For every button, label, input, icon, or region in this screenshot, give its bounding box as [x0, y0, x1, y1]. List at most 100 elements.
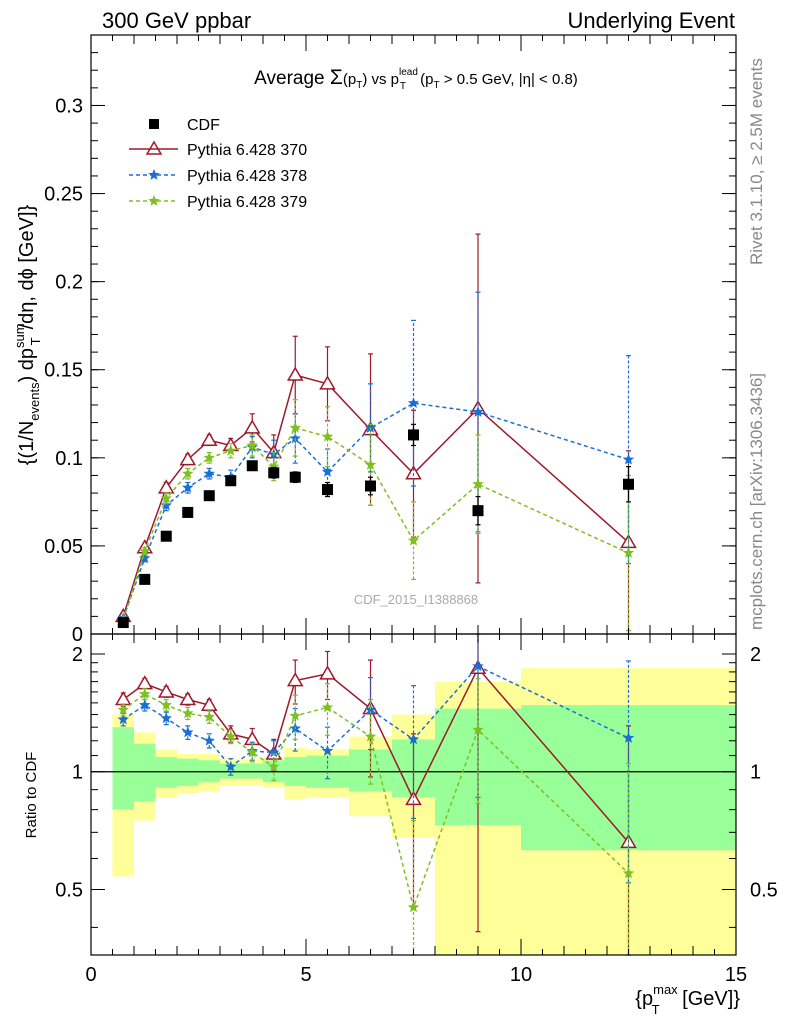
- main-marker-cdf: [246, 460, 258, 472]
- ratio-marker-pythia-6-428-378: [321, 744, 334, 756]
- main-axis-ticks: 0 0.05 0.1 0.15 0.2 0.25 0.3: [44, 34, 737, 646]
- ratio-marker-pythia-6-428-379: [622, 867, 635, 879]
- analysis-label: Underlying Event: [567, 8, 735, 33]
- ratio-marker-pythia-6-428-370: [405, 790, 422, 806]
- ratio-panel: 0.5 0.5 1 1 2 2 0 5 10 15 Ratio to CDF {pmax T [Ge…: [23, 633, 778, 1017]
- x-tick-label: 10: [510, 964, 532, 986]
- main-marker-pythia-6-428-379: [268, 460, 280, 472]
- main-y-axis-label: {(1/Nevents) dpsumT/dη, dϕ [GeV]}: [12, 204, 43, 465]
- main-marker-pythia-6-428-370: [286, 366, 304, 381]
- main-marker-pythia-6-428-379: [203, 451, 215, 463]
- main-line-pythia-6-428-370: [122, 374, 629, 617]
- main-marker-cdf: [623, 478, 634, 490]
- legend-label-pythia-379: Pythia 6.428 379: [187, 194, 307, 211]
- main-y-tick-label: 0.05: [44, 536, 83, 558]
- ratio-axis-ticks: 0.5 0.5 1 1 2 2 0 5 10 15: [55, 634, 778, 986]
- legend-label-cdf: CDF: [187, 117, 220, 134]
- ratio-marker-pythia-6-428-378: [472, 660, 484, 672]
- main-marker-pythia-6-428-379: [246, 439, 258, 451]
- x-axis-label: {pmax T [GeV]}: [635, 982, 740, 1017]
- ratio-marker-pythia-6-428-379: [160, 699, 172, 711]
- main-y-tick-label: 0.3: [55, 95, 83, 117]
- ratio-band-inner: [220, 763, 242, 779]
- main-series-cdf: [117, 423, 634, 629]
- main-y-tick-label: 0.2: [55, 272, 83, 294]
- legend-item-pythia-370: Pythia 6.428 370: [129, 140, 307, 159]
- ratio-marker-pythia-6-428-370: [157, 683, 175, 698]
- main-marker-pythia-6-428-379: [139, 545, 151, 557]
- main-marker-pythia-6-428-379: [289, 421, 301, 433]
- ratio-y-tick-label: 0.5: [55, 879, 83, 901]
- main-marker-pythia-6-428-379: [364, 458, 377, 470]
- legend: CDF Pythia 6.428 370 Pythia 6.428 378 Py…: [129, 117, 307, 211]
- ratio-line-pythia-6-428-379: [122, 693, 630, 910]
- main-marker-pythia-6-428-379: [160, 492, 172, 504]
- legend-marker-pythia-378: [148, 169, 160, 180]
- main-marker-cdf: [225, 475, 237, 487]
- ratio-band-inner: [112, 727, 134, 810]
- ratio-frame: [90, 633, 737, 956]
- main-y-tick-label: 0.25: [44, 184, 83, 206]
- ratio-marker-pythia-6-428-379: [203, 711, 215, 722]
- ratio-marker-pythia-6-428-379: [407, 901, 420, 913]
- main-marker-cdf: [160, 530, 172, 542]
- ratio-marker-pythia-6-428-379: [246, 746, 258, 758]
- process-label: 300 GeV ppbar: [102, 8, 251, 33]
- ratio-marker-pythia-6-428-378: [364, 703, 377, 715]
- ratio-y-tick-label-right: 1: [750, 762, 761, 784]
- main-marker-pythia-6-428-378: [321, 465, 334, 477]
- ratio-marker-pythia-6-428-370: [200, 696, 218, 711]
- ratio-marker-pythia-6-428-379: [472, 723, 484, 735]
- plot-title: Average Σ(pT) vs plead T (pT > 0.5 GeV, |…: [254, 66, 578, 92]
- legend-item-cdf: CDF: [149, 117, 220, 134]
- ratio-marker-pythia-6-428-379: [268, 760, 280, 772]
- ratio-marker-pythia-6-428-379: [225, 730, 237, 742]
- ratio-marker-pythia-6-428-379: [139, 688, 151, 699]
- legend-marker-pythia-379: [148, 195, 160, 206]
- ratio-marker-pythia-6-428-379: [321, 701, 334, 713]
- ratio-y-tick-label-right: 0.5: [750, 879, 778, 901]
- main-marker-pythia-6-428-378: [289, 432, 301, 444]
- main-marker-cdf: [365, 480, 376, 492]
- ratio-marker-pythia-6-428-378: [225, 760, 237, 772]
- ratio-marker-pythia-6-428-379: [182, 707, 194, 719]
- ratio-data-layer: [91, 633, 736, 956]
- ratio-marker-pythia-6-428-379: [289, 709, 301, 721]
- main-marker-cdf: [322, 484, 333, 496]
- main-y-tick-label: 0.1: [55, 448, 83, 470]
- main-marker-pythia-6-428-378: [203, 467, 215, 479]
- ratio-marker-pythia-6-428-378: [117, 713, 129, 725]
- main-marker-cdf: [408, 429, 419, 441]
- ratio-line-pythia-6-428-378: [122, 665, 629, 768]
- main-marker-pythia-6-428-379: [407, 534, 420, 546]
- main-y-tick-label: 0: [72, 624, 83, 646]
- main-marker-pythia-6-428-378: [472, 406, 484, 417]
- legend-item-pythia-378: Pythia 6.428 378: [129, 168, 307, 185]
- ratio-marker-pythia-6-428-370: [114, 691, 132, 706]
- main-marker-cdf: [268, 467, 280, 479]
- ratio-uncertainty-bands: [112, 668, 736, 955]
- main-series-pythia-6-428-379: [117, 399, 635, 632]
- main-y-tick-label: 0.15: [44, 360, 83, 382]
- main-marker-pythia-6-428-379: [182, 467, 194, 479]
- ratio-y-tick-label: 1: [72, 762, 83, 784]
- ratio-marker-pythia-6-428-378: [268, 746, 280, 758]
- rivet-version-label: Rivet 3.1.10, ≥ 2.5M events: [747, 58, 766, 265]
- analysis-watermark: CDF_2015_I1388868: [354, 592, 478, 607]
- source-label: mcplots.cern.ch [arXiv:1306.3436]: [747, 373, 766, 630]
- legend-label-pythia-378: Pythia 6.428 378: [187, 168, 307, 185]
- ratio-y-tick-label-right: 2: [750, 644, 761, 666]
- main-marker-pythia-6-428-378: [364, 421, 377, 433]
- ratio-marker-pythia-6-428-379: [117, 703, 129, 715]
- main-marker-pythia-6-428-370: [243, 419, 261, 434]
- main-marker-pythia-6-428-379: [472, 478, 484, 490]
- ratio-band-inner: [155, 757, 177, 788]
- main-marker-cdf: [472, 505, 484, 517]
- main-panel: CDF_2015_I1388868 Average Σ(pT) vs plead…: [12, 34, 737, 646]
- ratio-marker-pythia-6-428-370: [319, 665, 336, 680]
- main-series-pythia-6-428-378: [117, 291, 635, 623]
- legend-marker-pythia-370: [145, 140, 163, 155]
- ratio-marker-pythia-6-428-379: [364, 730, 377, 742]
- x-tick-label: 5: [300, 964, 311, 986]
